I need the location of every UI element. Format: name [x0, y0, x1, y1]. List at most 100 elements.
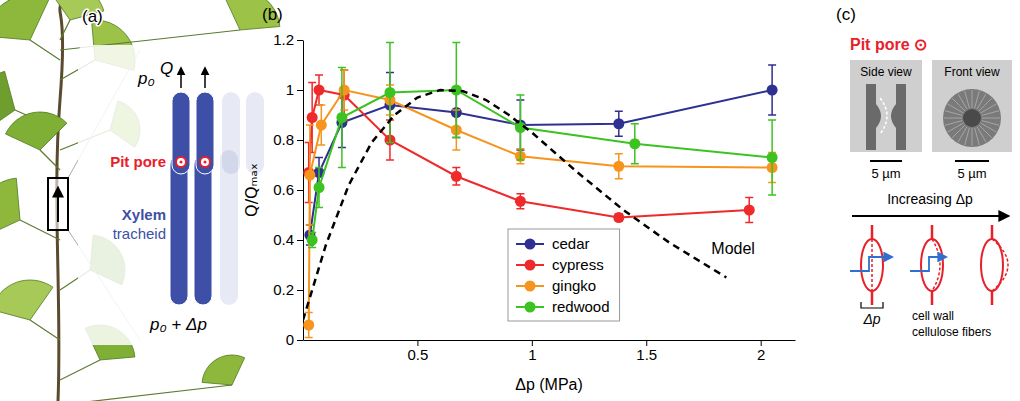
fiber-image	[982, 111, 999, 116]
pit-chamber	[861, 239, 883, 291]
scale-bar	[955, 160, 989, 162]
cell-wall	[991, 291, 994, 305]
pressure-label: p₀	[137, 69, 155, 88]
cell-wall-image	[891, 84, 906, 150]
panel-label: (c)	[836, 5, 856, 24]
y-axis: 00.20.40.60.811.2	[273, 31, 303, 348]
image-caption: Side view	[860, 65, 912, 79]
y-tick-label: 0	[286, 331, 294, 348]
data-point	[767, 85, 778, 96]
x-axis: 0.5 1 1.5 2	[304, 340, 796, 363]
legend-label: cedar	[552, 235, 590, 252]
data-point	[629, 138, 640, 149]
fiber-image	[977, 127, 986, 143]
y-tick: 0.4	[273, 231, 303, 248]
y-tick-label: 1.2	[273, 31, 294, 48]
tracheid	[194, 155, 212, 305]
panel-a: (a)p₀QPit poreXylemtracheidp₀ + Δp	[0, 0, 280, 401]
torus-image	[963, 109, 981, 127]
plot-area	[303, 43, 778, 338]
cell-wall	[871, 225, 874, 239]
data-point	[613, 118, 624, 129]
y-tick-label: 0.4	[273, 231, 294, 248]
flow-arrow	[850, 257, 892, 271]
pit-chamber	[921, 239, 943, 291]
fiber-image	[972, 128, 973, 146]
data-point	[767, 152, 778, 163]
x-tick: 1.5	[636, 340, 657, 363]
annotation: cellulose fibers	[912, 325, 991, 339]
series-line	[309, 90, 772, 325]
annotation: cell wall	[912, 309, 954, 323]
series-line	[303, 90, 726, 320]
y-tick-mark	[297, 290, 303, 291]
data-point	[451, 171, 462, 182]
tracheid	[170, 155, 188, 305]
x-tick-label: 2	[757, 346, 765, 363]
pit-image	[943, 89, 1001, 147]
fiber-image	[952, 98, 965, 111]
data-point	[303, 320, 314, 331]
panel-c: (c)Pit pore ⊙Side viewFront view5 µm5 µm…	[836, 5, 1012, 339]
y-axis-title: Q/Qₘₐₓ	[242, 163, 261, 217]
faded-tracheid	[246, 92, 264, 174]
pit-pore	[200, 157, 210, 167]
fiber-image	[958, 127, 967, 143]
y-tick: 1.2	[273, 31, 303, 48]
data-point	[336, 112, 347, 123]
arrow-label: Increasing Δp	[887, 191, 973, 207]
scale-bar	[870, 160, 902, 162]
fiber-image	[945, 121, 962, 126]
fiber-image	[952, 125, 965, 138]
legend-marker	[525, 281, 536, 292]
leaf	[6, 112, 67, 150]
image-caption: Front view	[944, 65, 1000, 79]
legend-marker	[525, 260, 536, 271]
y-tick-mark	[297, 340, 303, 341]
x-tick: 0.5	[407, 340, 428, 363]
fiber-image	[977, 94, 986, 110]
fiber-image	[981, 104, 997, 113]
series-line	[309, 90, 750, 218]
data-point	[339, 85, 350, 96]
petiole	[30, 320, 60, 340]
y-tick-label: 1	[286, 81, 294, 98]
legend-item: gingko	[516, 277, 596, 294]
cell-wall	[931, 291, 934, 305]
panel-label: (b)	[262, 5, 283, 24]
y-tick-label: 0.6	[273, 181, 294, 198]
pit-pore	[176, 157, 186, 167]
dp-label: Δp	[862, 311, 880, 327]
tracheid	[172, 92, 190, 174]
x-tick: 1	[528, 340, 536, 363]
inset-background	[78, 45, 250, 345]
data-point	[613, 212, 624, 223]
y-tick-mark	[297, 240, 303, 241]
cell-wall	[931, 225, 934, 239]
legend-marker	[525, 239, 536, 250]
x-tick-label: 0.5	[407, 346, 428, 363]
faded-tracheid	[220, 150, 238, 305]
fiber-image	[972, 90, 973, 108]
panel-b: 0.511.5200.20.40.60.811.2Δp (MPa)Q/Qₘₐₓ(…	[242, 5, 796, 393]
zoom-box	[48, 178, 68, 230]
panel-title: Pit pore ⊙	[850, 36, 927, 53]
legend-label: cypress	[552, 256, 604, 273]
data-point	[515, 196, 526, 207]
scale-bar-label: 5 µm	[957, 166, 986, 181]
fiber-image	[948, 104, 964, 113]
petiole	[60, 360, 100, 380]
legend-marker	[525, 302, 536, 313]
micrograph	[850, 60, 922, 152]
pressure-arrow	[852, 215, 1008, 217]
xylem-label: Xylem	[122, 206, 166, 223]
fiber-image	[981, 123, 997, 132]
tracheid	[196, 92, 214, 174]
petiole	[60, 385, 232, 401]
petiole	[30, 40, 60, 60]
membrane	[992, 239, 1008, 291]
series-line	[312, 90, 772, 240]
x-axis-line	[304, 340, 796, 341]
y-tick-mark	[297, 90, 303, 91]
fiber-image	[982, 118, 1000, 119]
